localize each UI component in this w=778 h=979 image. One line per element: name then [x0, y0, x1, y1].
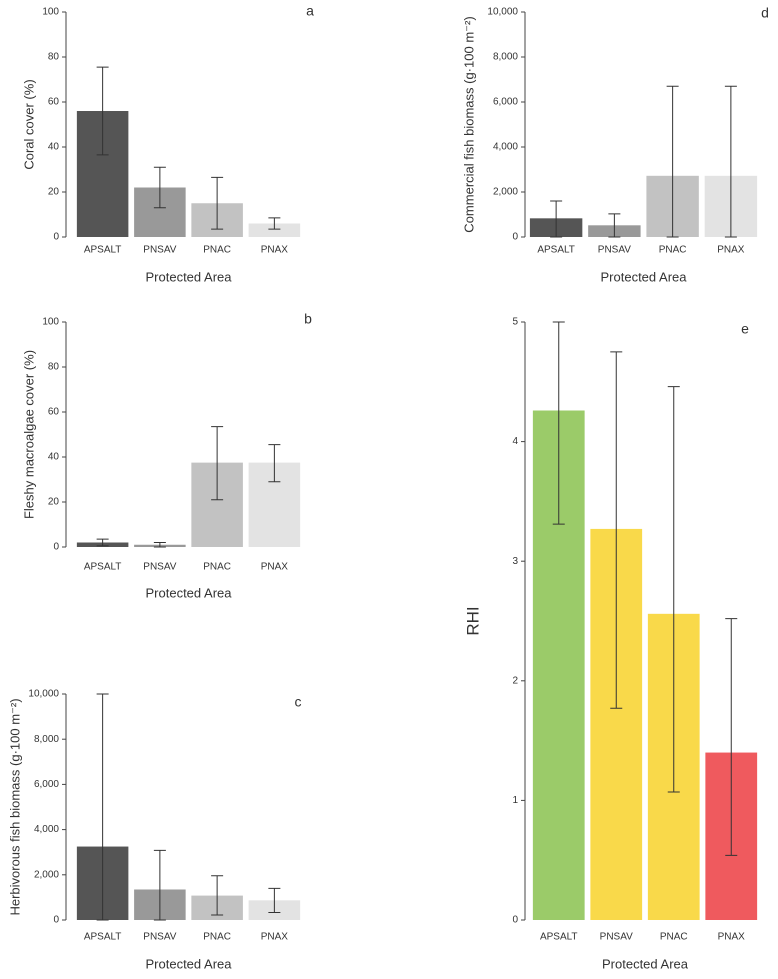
y-tick-label: 4 [512, 436, 518, 447]
y-tick-label: 3 [512, 556, 518, 567]
y-tick-label: 2 [512, 675, 518, 686]
y-tick-label: 0 [53, 542, 59, 553]
x-axis-label: Protected Area [146, 585, 233, 600]
y-tick-label: 2,000 [34, 869, 59, 880]
error-bar [608, 213, 621, 238]
x-tick-label: PNAX [717, 245, 745, 256]
error-bar [552, 321, 565, 525]
panel-label: d [761, 5, 769, 21]
panel-label: e [741, 321, 749, 337]
x-tick-label: PNSAV [598, 245, 631, 256]
y-tick-label: 60 [48, 407, 60, 418]
y-tick-label: 60 [48, 97, 60, 108]
y-tick-label: 0 [53, 915, 59, 926]
y-axis-label: Fleshy macroalgae cover (%) [21, 350, 36, 519]
y-tick-label: 10,000 [487, 7, 518, 18]
x-tick-label: APSALT [540, 932, 578, 943]
error-bar [153, 542, 166, 548]
y-tick-label: 4,000 [493, 142, 518, 153]
y-tick-label: 80 [48, 362, 60, 373]
x-tick-label: PNAX [261, 932, 289, 943]
error-bar [724, 85, 737, 238]
y-tick-label: 6,000 [34, 779, 59, 790]
error-bar [96, 693, 109, 921]
y-tick-label: 2,000 [493, 187, 518, 198]
y-tick-label: 0 [53, 232, 59, 243]
x-tick-label: PNAX [261, 562, 289, 573]
y-tick-label: 0 [512, 232, 518, 243]
y-tick-label: 1 [512, 795, 518, 806]
x-tick-label: APSALT [84, 562, 122, 573]
error-bar [153, 166, 166, 209]
error-bar [550, 200, 563, 238]
error-bar [211, 176, 224, 230]
y-tick-label: 0 [512, 915, 518, 926]
y-tick-label: 4,000 [34, 824, 59, 835]
error-bar [153, 849, 166, 921]
y-tick-label: 20 [48, 497, 60, 508]
y-tick-label: 6,000 [493, 97, 518, 108]
y-axis-label: Commercial fish biomass (g·100 m⁻²) [461, 16, 476, 232]
x-tick-label: APSALT [84, 932, 122, 943]
y-tick-label: 80 [48, 52, 60, 63]
x-axis-label: Protected Area [602, 956, 689, 971]
error-bar [666, 85, 679, 238]
panel-label: c [295, 694, 302, 710]
error-bar [211, 875, 224, 916]
y-tick-label: 20 [48, 187, 60, 198]
panel-label: b [304, 311, 312, 327]
y-tick-label: 100 [42, 7, 59, 18]
panel-label: a [306, 3, 314, 19]
error-bar [610, 351, 623, 709]
error-bar [211, 426, 224, 501]
y-tick-label: 100 [42, 317, 59, 328]
y-axis-label: RHI [463, 606, 482, 635]
error-bar [96, 538, 109, 547]
x-tick-label: PNAX [718, 932, 746, 943]
x-tick-label: PNSAV [143, 932, 176, 943]
error-bar [268, 217, 281, 230]
x-tick-label: PNAC [203, 245, 231, 256]
y-tick-label: 8,000 [493, 52, 518, 63]
y-axis-label: Herbivorous fish biomass (g·100 m⁻²) [7, 698, 22, 915]
bar [248, 223, 301, 237]
x-tick-label: APSALT [537, 245, 575, 256]
x-tick-label: APSALT [84, 245, 122, 256]
x-tick-label: PNAC [660, 932, 688, 943]
x-axis-label: Protected Area [146, 956, 233, 971]
error-bar [725, 618, 738, 856]
error-bar [268, 887, 281, 914]
y-tick-label: 40 [48, 452, 60, 463]
error-bar [667, 386, 680, 793]
y-tick-label: 8,000 [34, 734, 59, 745]
y-tick-label: 40 [48, 142, 60, 153]
y-tick-label: 10,000 [28, 689, 59, 700]
error-bar [268, 444, 281, 483]
x-tick-label: PNAX [261, 245, 289, 256]
x-tick-label: PNAC [659, 245, 687, 256]
x-tick-label: PNSAV [600, 932, 633, 943]
error-bar [96, 66, 109, 156]
x-tick-label: PNAC [203, 562, 231, 573]
x-tick-label: PNAC [203, 932, 231, 943]
x-axis-label: Protected Area [601, 269, 688, 284]
y-axis-label: Coral cover (%) [21, 79, 36, 169]
x-tick-label: PNSAV [143, 245, 176, 256]
x-tick-label: PNSAV [143, 562, 176, 573]
y-tick-label: 5 [512, 317, 518, 328]
x-axis-label: Protected Area [146, 269, 233, 284]
